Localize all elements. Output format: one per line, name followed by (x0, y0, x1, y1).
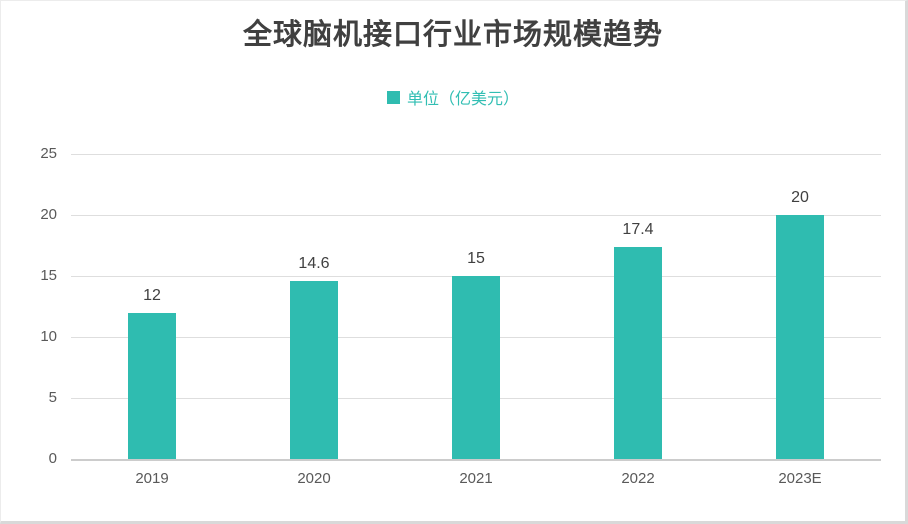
x-tick-label-2019: 2019 (135, 470, 169, 487)
bar-2023E (776, 215, 824, 459)
x-axis-line (71, 459, 881, 461)
legend: 单位（亿美元） (1, 85, 905, 109)
y-tick-label-5: 5 (48, 389, 57, 407)
bar-2022 (614, 246, 662, 459)
x-tick-label-2021: 2021 (459, 470, 493, 487)
y-tick-label-10: 10 (40, 328, 57, 346)
bar-2019 (128, 312, 176, 459)
bar-slot-2022: 17.4 2022 (557, 154, 719, 487)
x-tick-label-2023E: 2023E (778, 470, 822, 487)
y-tick-label-0: 0 (48, 450, 57, 468)
bar-value-label-2023E: 20 (791, 189, 809, 206)
gridline-20 (71, 215, 881, 216)
bar-slot-2021: 15 2021 (395, 154, 557, 487)
x-tick-label-2020: 2020 (297, 470, 331, 487)
legend-label: 单位（亿美元） (406, 89, 519, 108)
gridline-25 (71, 154, 881, 155)
bar-value-label-2022: 17.4 (622, 220, 654, 238)
bar-value-label-2019: 12 (143, 286, 161, 304)
bars-row: 12 2019 14.6 2020 15 2021 17.4 2022 20 2023E (71, 154, 881, 487)
bar-2020 (290, 280, 338, 459)
bar-slot-2020: 14.6 2020 (233, 154, 395, 487)
y-tick-label-25: 25 (40, 145, 57, 163)
bar-value-label-2021: 15 (467, 250, 485, 267)
plot-area: 25 20 15 10 5 0 12 2019 14.6 2020 15 2021 17.4 2022 2… (40, 145, 881, 487)
x-tick-label-2022: 2022 (621, 470, 655, 487)
y-tick-label-20: 20 (40, 206, 57, 224)
chart-title: 全球脑机接口行业市场规模趋势 (242, 17, 663, 51)
bar-slot-2023E: 20 2023E (719, 154, 881, 487)
bar-value-label-2020: 14.6 (298, 254, 330, 272)
legend-swatch-icon (386, 90, 400, 104)
bar-slot-2019: 12 2019 (71, 154, 233, 487)
bar-2021 (452, 276, 500, 459)
y-tick-label-15: 15 (40, 267, 57, 285)
